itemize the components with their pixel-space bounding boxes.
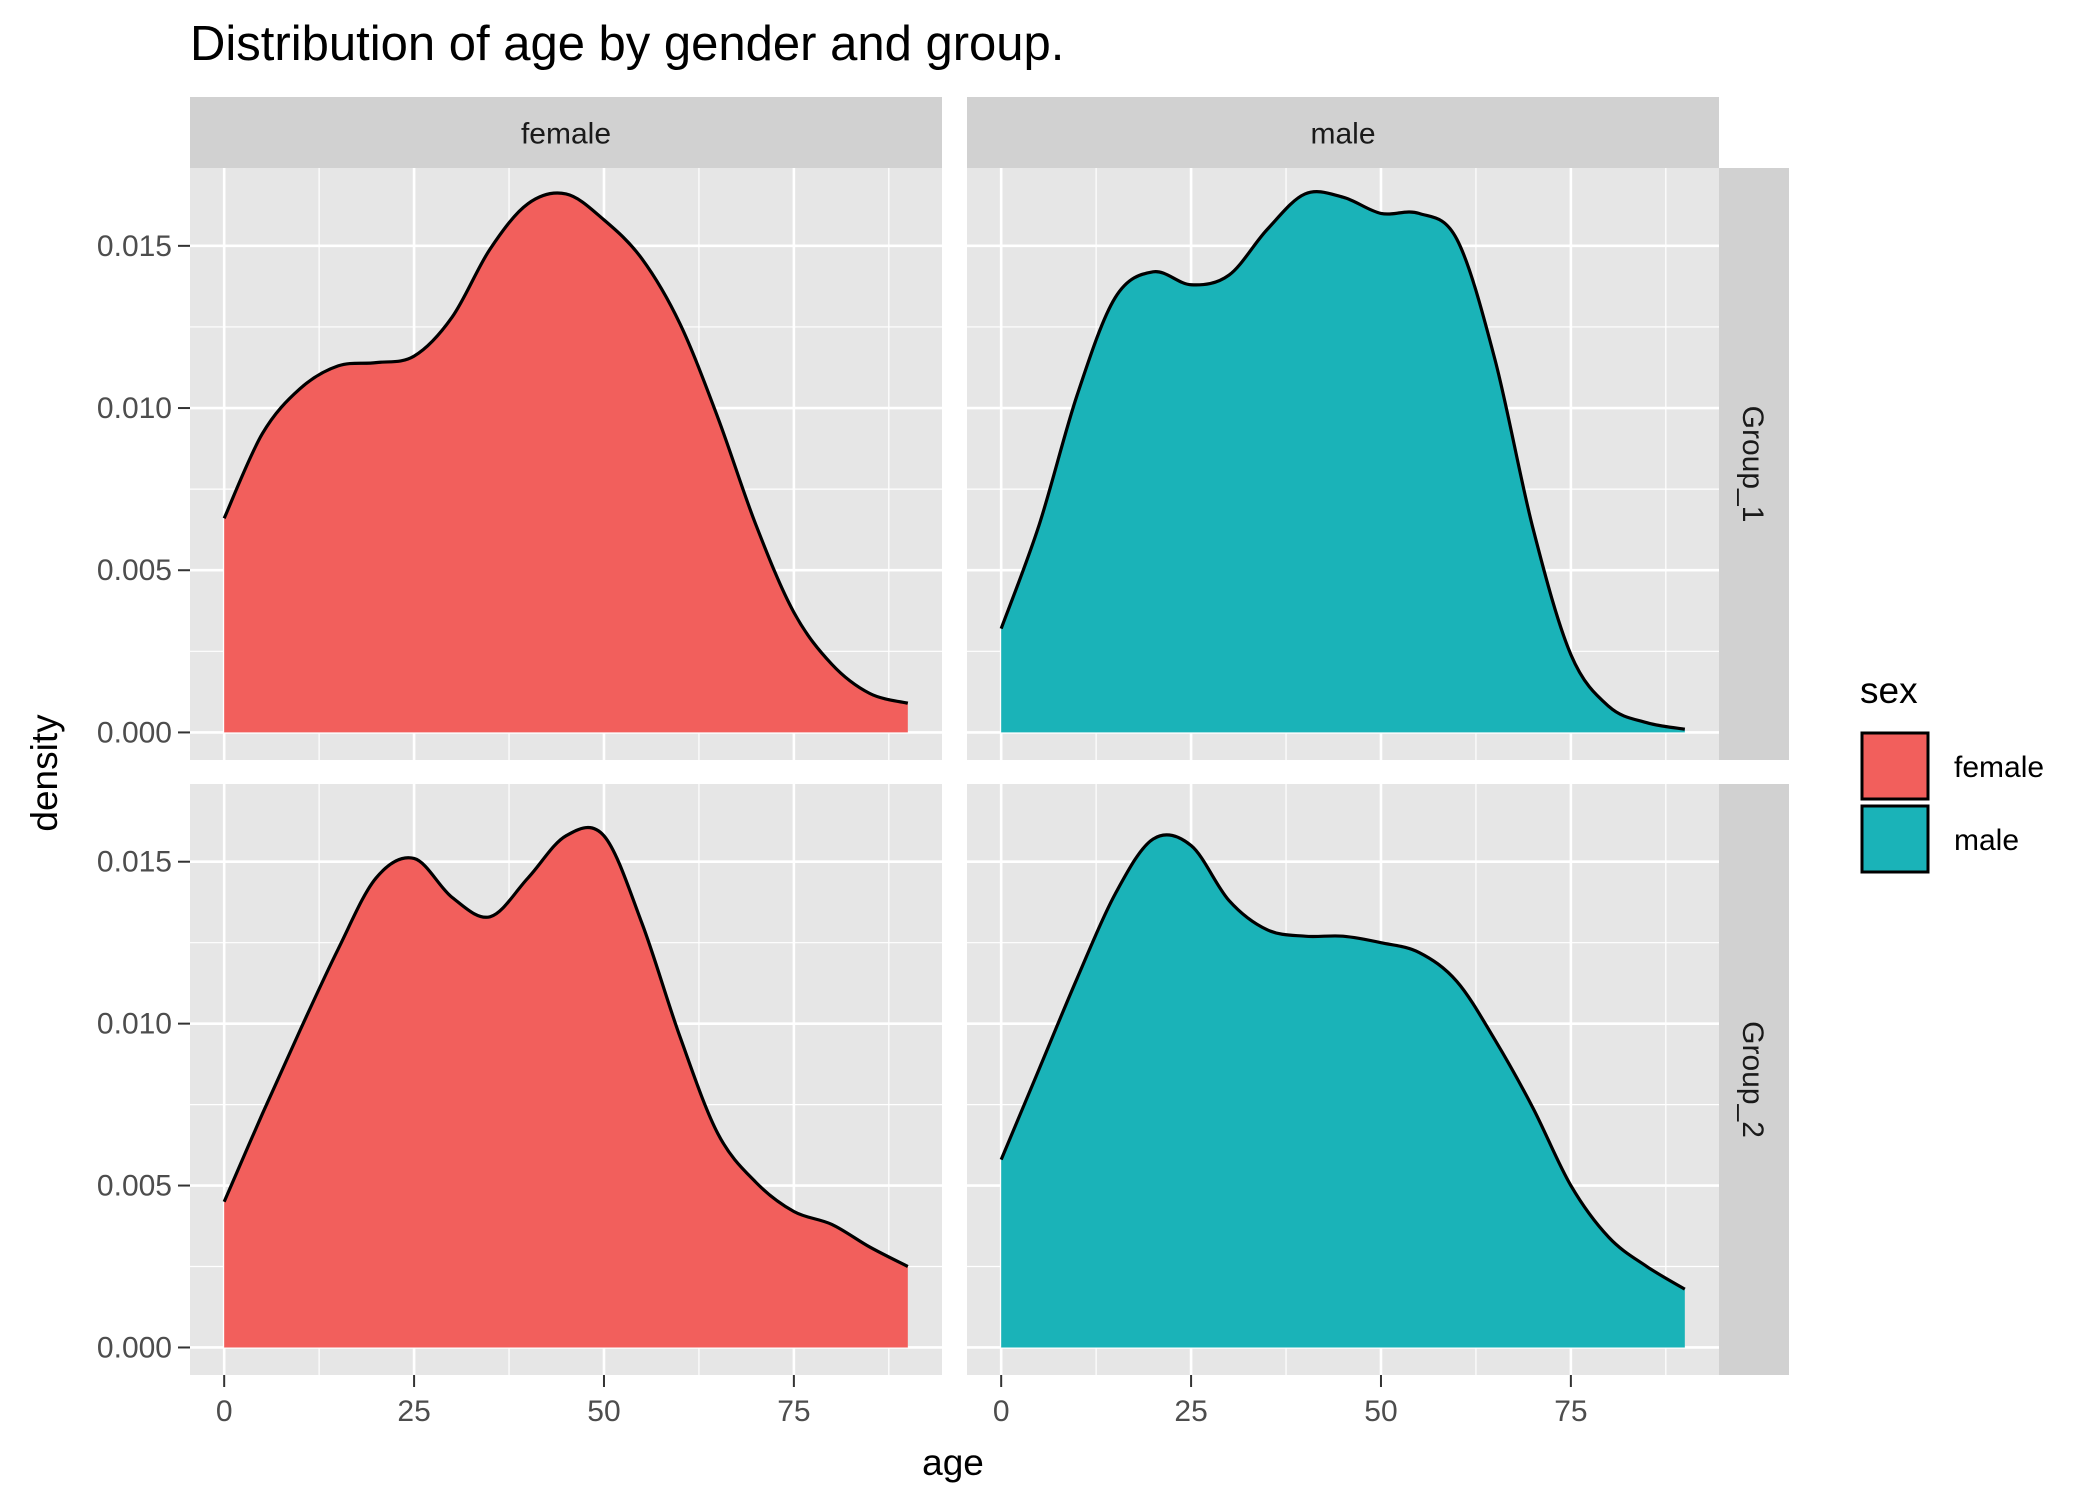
strip-female [190,97,942,168]
y-axis-title: density [24,714,65,832]
panel-male-group_1 [967,168,1719,760]
strip-label-female: female [521,118,611,151]
y-tick-label: 0.005 [97,554,172,587]
y-tick-label: 0.000 [97,1331,172,1364]
x-tick-label: 50 [1364,1395,1397,1428]
x-tick-label: 75 [777,1395,810,1428]
density-area-female [224,827,908,1348]
x-tick-label: 25 [1174,1395,1207,1428]
density-area-female [224,193,908,733]
y-axis: 0.000 0.005 0.010 0.015 0.000 0.005 0.010 0.015 [97,230,190,1364]
facet-panels: female male Group_1 Group_2 [190,97,1789,1375]
strip-male [967,97,1719,168]
y-tick-label: 0.010 [97,1008,172,1041]
strip-group_2 [1719,784,1789,1375]
panel-female-group_1 [190,168,942,760]
panel-female-group_2 [190,784,942,1375]
x-tick-label: 50 [587,1395,620,1428]
strip-group_1 [1719,168,1789,760]
legend: sex female male [1860,670,2044,874]
y-tick-label: 0.000 [97,716,172,749]
density-line-male [999,833,1686,1291]
legend-title: sex [1860,670,1918,711]
y-tick-label: 0.015 [97,846,172,879]
x-tick-label: 75 [1554,1395,1587,1428]
density-line-male [999,190,1686,731]
x-tick-label: 0 [993,1395,1010,1428]
strip-label-male: male [1310,118,1375,151]
strip-label-group_1: Group_1 [1736,406,1769,523]
density-line-female [222,191,909,705]
y-tick-label: 0.015 [97,230,172,263]
legend-swatch-female [1860,731,1930,801]
x-axis: 0 25 50 75 0 25 50 75 [216,1375,1588,1428]
legend-label-male: male [1954,824,2019,857]
legend-swatch-male [1860,804,1930,874]
x-tick-label: 0 [216,1395,233,1428]
y-tick-label: 0.010 [97,392,172,425]
x-tick-label: 25 [397,1395,430,1428]
strip-label-group_2: Group_2 [1736,1021,1769,1138]
y-tick-label: 0.005 [97,1170,172,1203]
density-line-female [222,825,909,1268]
legend-label-female: female [1954,751,2044,784]
x-axis-title: age [922,1442,984,1483]
panel-male-group_2 [967,784,1719,1375]
chart-title: Distribution of age by gender and group. [190,17,1064,71]
density-area-male [1001,834,1685,1348]
density-area-male [1001,191,1685,733]
